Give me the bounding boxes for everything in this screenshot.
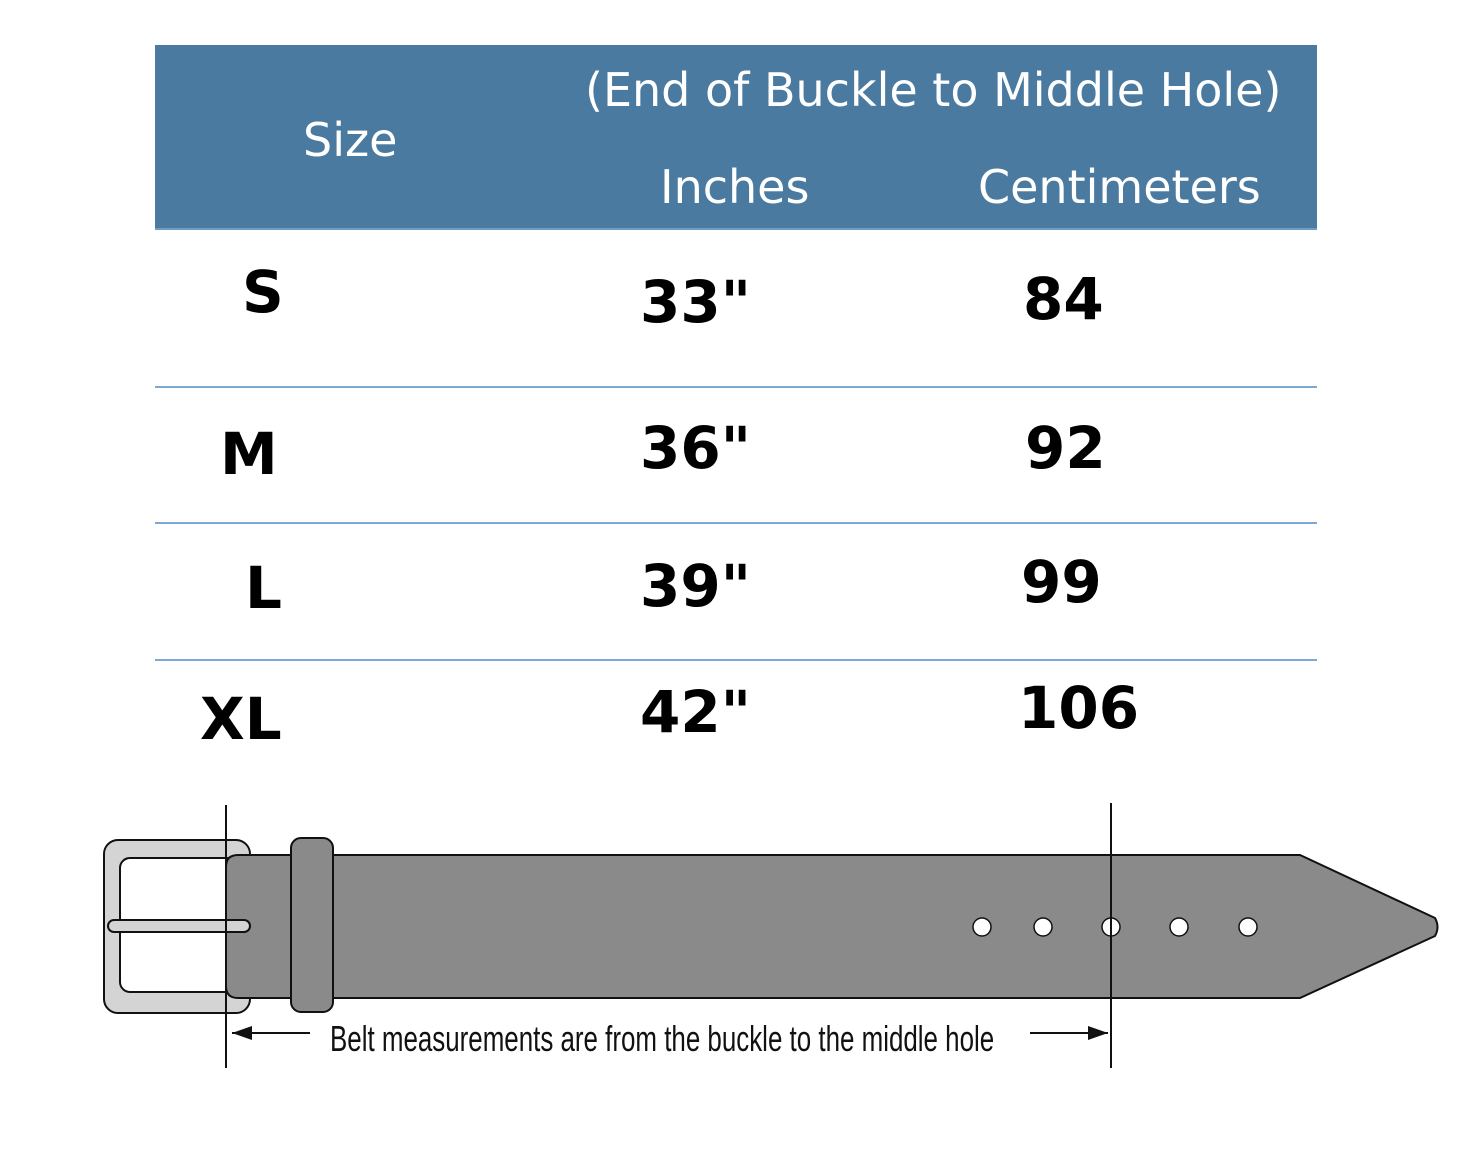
belt-hole (1238, 917, 1258, 937)
size-cell: L (245, 554, 282, 622)
belt-loop (290, 837, 334, 1013)
belt-hole (1169, 917, 1189, 937)
measurement-caption: Belt measurements are from the buckle to… (330, 1018, 995, 1059)
size-header: Size (303, 113, 398, 167)
buckle-prong (107, 919, 251, 933)
size-cell: M (220, 420, 278, 488)
size-cell: XL (200, 685, 282, 753)
centimeters-header: Centimeters (978, 160, 1261, 214)
row-divider (155, 659, 1317, 661)
inches-header: Inches (660, 160, 810, 214)
belt-hole (972, 917, 992, 937)
measure-note: (End of Buckle to Middle Hole) (585, 63, 1282, 117)
inches-cell: 42" (640, 678, 751, 746)
table-header: Size (End of Buckle to Middle Hole) Inch… (155, 45, 1317, 230)
left-arrow-icon (232, 1026, 310, 1040)
size-cell: S (242, 258, 284, 326)
row-divider (155, 386, 1317, 388)
cm-cell: 99 (1021, 548, 1102, 616)
inches-cell: 36" (640, 414, 751, 482)
cm-cell: 84 (1023, 265, 1104, 333)
cm-cell: 92 (1025, 414, 1106, 482)
row-divider (155, 522, 1317, 524)
belt-strap (225, 854, 1439, 999)
inches-cell: 39" (640, 552, 751, 620)
right-arrow-icon (1030, 1026, 1108, 1040)
inches-cell: 33" (640, 268, 751, 336)
cm-cell: 106 (1018, 674, 1140, 742)
belt-hole (1033, 917, 1053, 937)
